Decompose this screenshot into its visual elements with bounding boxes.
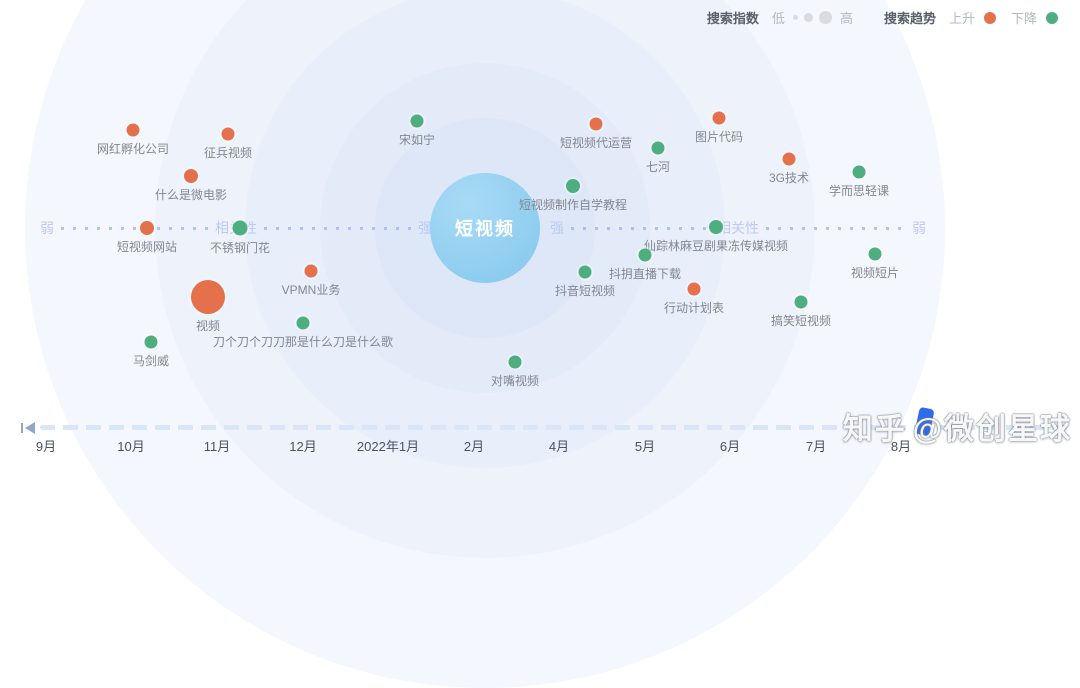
keyword-label: 搞笑短视频 xyxy=(770,313,832,328)
rising-keyword-dot[interactable] xyxy=(140,221,154,235)
timeline-month-label: 9月 xyxy=(35,439,57,454)
rising-keyword-dot[interactable] xyxy=(126,123,140,137)
keyword-label: 短视频网站 xyxy=(116,240,178,254)
rising-keyword-dot[interactable] xyxy=(304,264,318,278)
legend-high-label: 高 xyxy=(839,11,853,26)
size-dot-small-icon xyxy=(792,15,798,20)
falling-keyword-dot[interactable] xyxy=(578,265,592,279)
falling-keyword-dot[interactable] xyxy=(566,179,580,193)
timeline-month-label: 2022年1月 xyxy=(356,439,420,454)
search-index-title: 搜索指数 xyxy=(706,11,759,26)
rising-keyword-dot[interactable] xyxy=(782,152,796,166)
timeline-month-label: 7月 xyxy=(805,439,827,454)
axis-label-weak-right: 弱 xyxy=(912,220,926,236)
keyword-label: 短视频代运营 xyxy=(559,135,633,150)
falling-keyword-dot[interactable] xyxy=(638,248,652,262)
keyword-label: 不锈钢门花 xyxy=(209,240,271,255)
keyword-label: 什么是微电影 xyxy=(154,188,228,202)
keyword-label: 视频短片 xyxy=(850,265,900,280)
rising-keyword-dot[interactable] xyxy=(687,282,701,296)
axis-dotted-line xyxy=(61,226,208,230)
timeline-month-label: 4月 xyxy=(548,439,570,454)
falling-keyword-dot[interactable] xyxy=(709,220,723,234)
keyword-label: 短视频制作自学教程 xyxy=(518,198,628,212)
keyword-map-canvas: 搜索指数 低 高 搜索趋势 上升 下降 弱 相关性 强 强 相关性 弱 短视频 … xyxy=(20,0,1072,688)
timeline-month-label: 5月 xyxy=(634,439,656,454)
keyword-label: 网红孵化公司 xyxy=(96,141,170,156)
keyword-label: 宋如宁 xyxy=(398,132,436,147)
axis-label-weak-left: 弱 xyxy=(40,220,54,236)
falling-keyword-dot[interactable] xyxy=(296,316,310,330)
timeline-month-label: 11月 xyxy=(203,439,231,454)
watermark-source: 知乎 xyxy=(842,413,907,446)
size-dot-medium-icon xyxy=(803,13,813,22)
timeline-month-label: 12月 xyxy=(289,439,317,454)
axis-dotted-line xyxy=(766,226,905,230)
timeline-month-label: 6月 xyxy=(719,439,741,454)
legend-up-label: 上升 xyxy=(948,11,975,26)
keyword-label: 抖抈直播下载 xyxy=(608,266,682,281)
falling-trend-dot-icon xyxy=(1046,11,1058,24)
keyword-label: 图片代码 xyxy=(694,129,744,144)
falling-keyword-dot[interactable] xyxy=(410,114,424,128)
size-dot-large-icon xyxy=(818,11,832,24)
keyword-label: 行动计划表 xyxy=(663,300,725,315)
timeline-track[interactable] xyxy=(40,425,1070,430)
timeline-month-label: 2月 xyxy=(463,439,485,454)
keyword-label: 马剑威 xyxy=(132,353,170,368)
axis-label-strong-right: 强 xyxy=(550,220,564,236)
skip-back-button[interactable] xyxy=(20,422,36,434)
rising-keyword-dot[interactable] xyxy=(712,111,726,125)
skip-back-icon xyxy=(21,423,23,433)
falling-keyword-dot[interactable] xyxy=(852,165,866,179)
falling-keyword-dot[interactable] xyxy=(794,295,808,309)
falling-keyword-dot[interactable] xyxy=(868,247,882,261)
falling-keyword-dot[interactable] xyxy=(651,141,665,155)
center-keyword-bubble[interactable]: 短视频 xyxy=(430,173,540,283)
watermark: 知乎 @微创星球 xyxy=(843,404,1072,448)
legend: 搜索指数 低 高 搜索趋势 上升 下降 xyxy=(707,8,1068,27)
falling-keyword-dot[interactable] xyxy=(232,220,248,236)
rising-trend-dot-icon xyxy=(983,11,996,24)
watermark-account: @微创星球 xyxy=(912,413,1072,446)
keyword-label: 七河 xyxy=(645,159,671,174)
legend-low-label: 低 xyxy=(771,11,785,26)
rising-keyword-dot[interactable] xyxy=(589,117,603,131)
relevance-axis-right: 强 相关性 弱 xyxy=(550,220,926,236)
falling-keyword-dot[interactable] xyxy=(144,335,158,349)
axis-dotted-line xyxy=(264,226,411,230)
keyword-label: 视频 xyxy=(195,319,221,333)
axis-label-strong-left: 强 xyxy=(418,220,432,236)
legend-down-label: 下降 xyxy=(1010,11,1037,26)
keyword-label: VPMN业务 xyxy=(281,282,341,297)
keyword-label: 抖音短视频 xyxy=(554,283,616,298)
timeline-month-label: 8月 xyxy=(890,439,912,454)
rising-keyword-dot[interactable] xyxy=(191,280,225,314)
rising-keyword-dot[interactable] xyxy=(184,169,198,183)
falling-keyword-dot[interactable] xyxy=(508,355,522,369)
skip-back-icon xyxy=(25,422,35,434)
rising-keyword-dot[interactable] xyxy=(221,127,235,141)
keyword-label: 刀个刀个刀刀那是什么刀是什么歌 xyxy=(212,334,394,349)
timeline-month-label: 10月 xyxy=(117,439,145,454)
keyword-label: 学而思轻课 xyxy=(828,183,890,198)
keyword-label: 对嘴视频 xyxy=(490,373,540,388)
axis-label-relevance-right: 相关性 xyxy=(717,220,759,236)
keyword-label: 3G技术 xyxy=(768,170,810,185)
search-trend-title: 搜索趋势 xyxy=(883,11,936,26)
keyword-label: 征兵视频 xyxy=(203,145,253,160)
axis-dotted-line xyxy=(571,226,710,230)
keyword-label: 仙踪林麻豆剧果冻传媒视频 xyxy=(643,239,789,253)
